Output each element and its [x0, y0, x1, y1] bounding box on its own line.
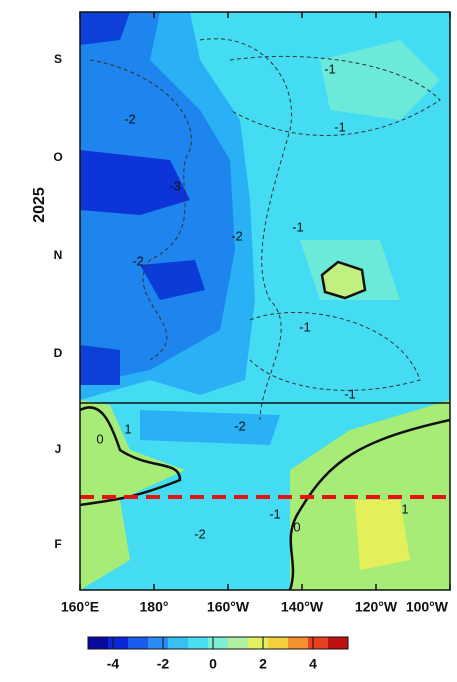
colorbar-frame [87, 636, 349, 650]
contour-label: -2 [194, 526, 206, 541]
contour-label: -2 [231, 228, 243, 243]
month-label: S [54, 52, 62, 66]
x-tick-label: 140°W [281, 599, 324, 615]
contour-label: -1 [334, 119, 346, 134]
field [80, 12, 450, 590]
colorbar-swatch [328, 637, 349, 649]
colorbar-swatch [168, 637, 189, 649]
colorbar-tick-label: 0 [209, 656, 217, 672]
colorbar-swatch [268, 637, 289, 649]
plot-frame [79, 11, 451, 591]
month-label: F [54, 537, 61, 551]
contour-label: 0 [293, 519, 300, 534]
colorbar-swatch [208, 637, 229, 649]
colorbar-swatch [88, 637, 109, 649]
contour-label: -3 [169, 178, 181, 193]
colorbar-swatch [248, 637, 269, 649]
contour-label: 1 [401, 501, 408, 516]
colorbar-swatch [188, 637, 209, 649]
x-tick-label: 100°W [406, 599, 449, 615]
year-label: 2025 [31, 187, 48, 223]
month-label: D [54, 346, 63, 360]
contour-label: -1 [292, 219, 304, 234]
contour-label: -1 [324, 61, 336, 76]
contour-label: 0 [96, 431, 103, 446]
x-tick-label: 180° [140, 599, 169, 615]
colorbar-swatch [128, 637, 149, 649]
month-label: N [54, 248, 63, 262]
colorbar-tick-label: 2 [259, 656, 267, 672]
contour-label: -1 [269, 506, 281, 521]
colorbar-swatch [308, 637, 329, 649]
contour-label: -2 [132, 253, 144, 268]
month-label: J [55, 442, 62, 456]
colorbar-tick-label: -4 [107, 656, 120, 672]
contour-label: -1 [299, 319, 311, 334]
colorbar-tick-label: 4 [309, 656, 317, 672]
contour-label: -2 [124, 111, 136, 126]
colorbar-tick-label: -2 [157, 656, 170, 672]
x-tick-label: 160°W [207, 599, 250, 615]
contour-label: 1 [124, 421, 131, 436]
colorbar-swatch [228, 637, 249, 649]
contour-label: -2 [234, 418, 246, 433]
x-tick-label: 160°E [61, 599, 99, 615]
x-tick-label: 120°W [355, 599, 398, 615]
colorbar-swatch [148, 637, 169, 649]
colorbar-swatch [288, 637, 309, 649]
month-label: O [53, 150, 62, 164]
contour-label: -1 [344, 386, 356, 401]
colorbar-swatch [108, 637, 129, 649]
